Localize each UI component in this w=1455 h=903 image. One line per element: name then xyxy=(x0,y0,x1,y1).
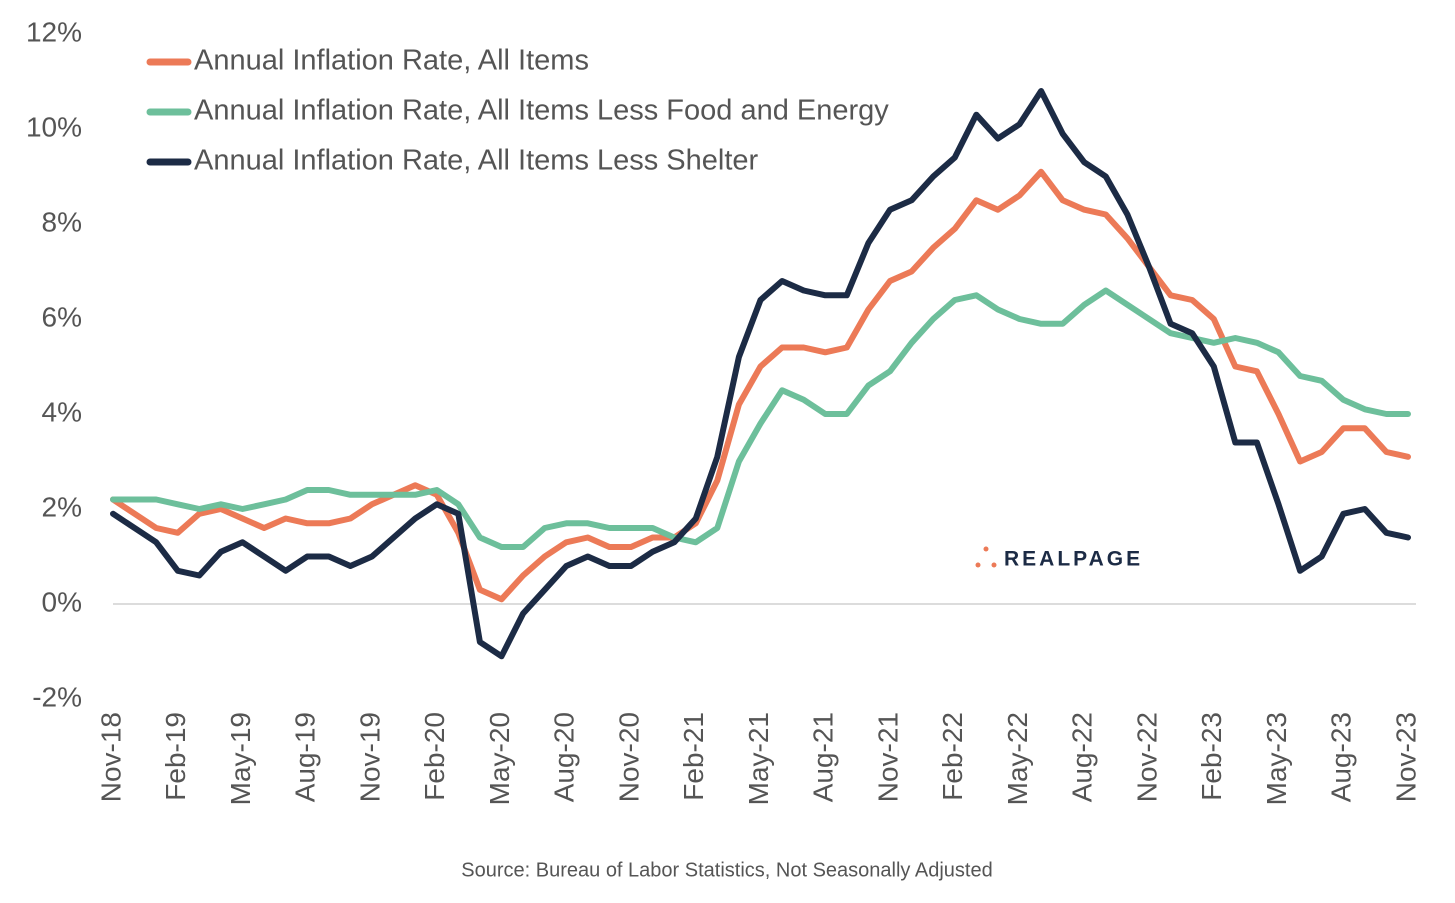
x-tick-label: Aug-23 xyxy=(1326,712,1357,802)
y-tick-label: -2% xyxy=(32,681,82,712)
x-tick-label: Feb-19 xyxy=(160,712,191,801)
x-tick-label: Feb-21 xyxy=(678,712,709,801)
y-tick-label: 12% xyxy=(26,16,82,47)
y-tick-label: 2% xyxy=(42,491,82,522)
x-tick-label: Aug-22 xyxy=(1067,712,1098,802)
logo-dot xyxy=(975,562,981,568)
x-tick-label: May-20 xyxy=(484,712,515,805)
x-tick-label: May-19 xyxy=(225,712,256,805)
series-line xyxy=(110,88,1411,660)
x-tick-label: Nov-20 xyxy=(613,712,644,802)
series-line xyxy=(110,168,1411,603)
x-tick-label: Nov-22 xyxy=(1131,712,1162,802)
y-tick-label: 8% xyxy=(42,206,82,237)
legend-label: Annual Inflation Rate, All Items Less Fo… xyxy=(194,95,889,127)
x-tick-label: May-21 xyxy=(743,712,774,805)
series-line xyxy=(110,287,1411,550)
x-tick-label: Aug-19 xyxy=(290,712,321,802)
y-tick-label: 10% xyxy=(26,111,82,142)
y-tick-label: 6% xyxy=(42,301,82,332)
x-tick-label: Nov-18 xyxy=(95,712,126,802)
y-tick-label: 4% xyxy=(42,396,82,427)
logo: REALPAGE xyxy=(1004,548,1143,571)
legend-label: Annual Inflation Rate, All Items xyxy=(194,45,589,77)
x-tick-label: Nov-23 xyxy=(1390,712,1421,802)
x-tick-label: May-22 xyxy=(1002,712,1033,805)
x-tick-label: Aug-20 xyxy=(549,712,580,802)
logo-dot xyxy=(983,546,989,552)
source-note: Source: Bureau of Labor Statistics, Not … xyxy=(461,859,992,881)
x-tick-label: Aug-21 xyxy=(808,712,839,802)
logo-dot xyxy=(991,562,997,568)
legend-label: Annual Inflation Rate, All Items Less Sh… xyxy=(194,145,759,177)
x-tick-label: Feb-23 xyxy=(1196,712,1227,801)
x-tick-label: Nov-19 xyxy=(354,712,385,802)
x-tick-label: Feb-20 xyxy=(419,712,450,801)
y-tick-label: 0% xyxy=(42,586,82,617)
x-tick-label: Nov-21 xyxy=(872,712,903,802)
x-tick-label: May-23 xyxy=(1261,712,1292,805)
x-tick-label: Feb-22 xyxy=(937,712,968,801)
